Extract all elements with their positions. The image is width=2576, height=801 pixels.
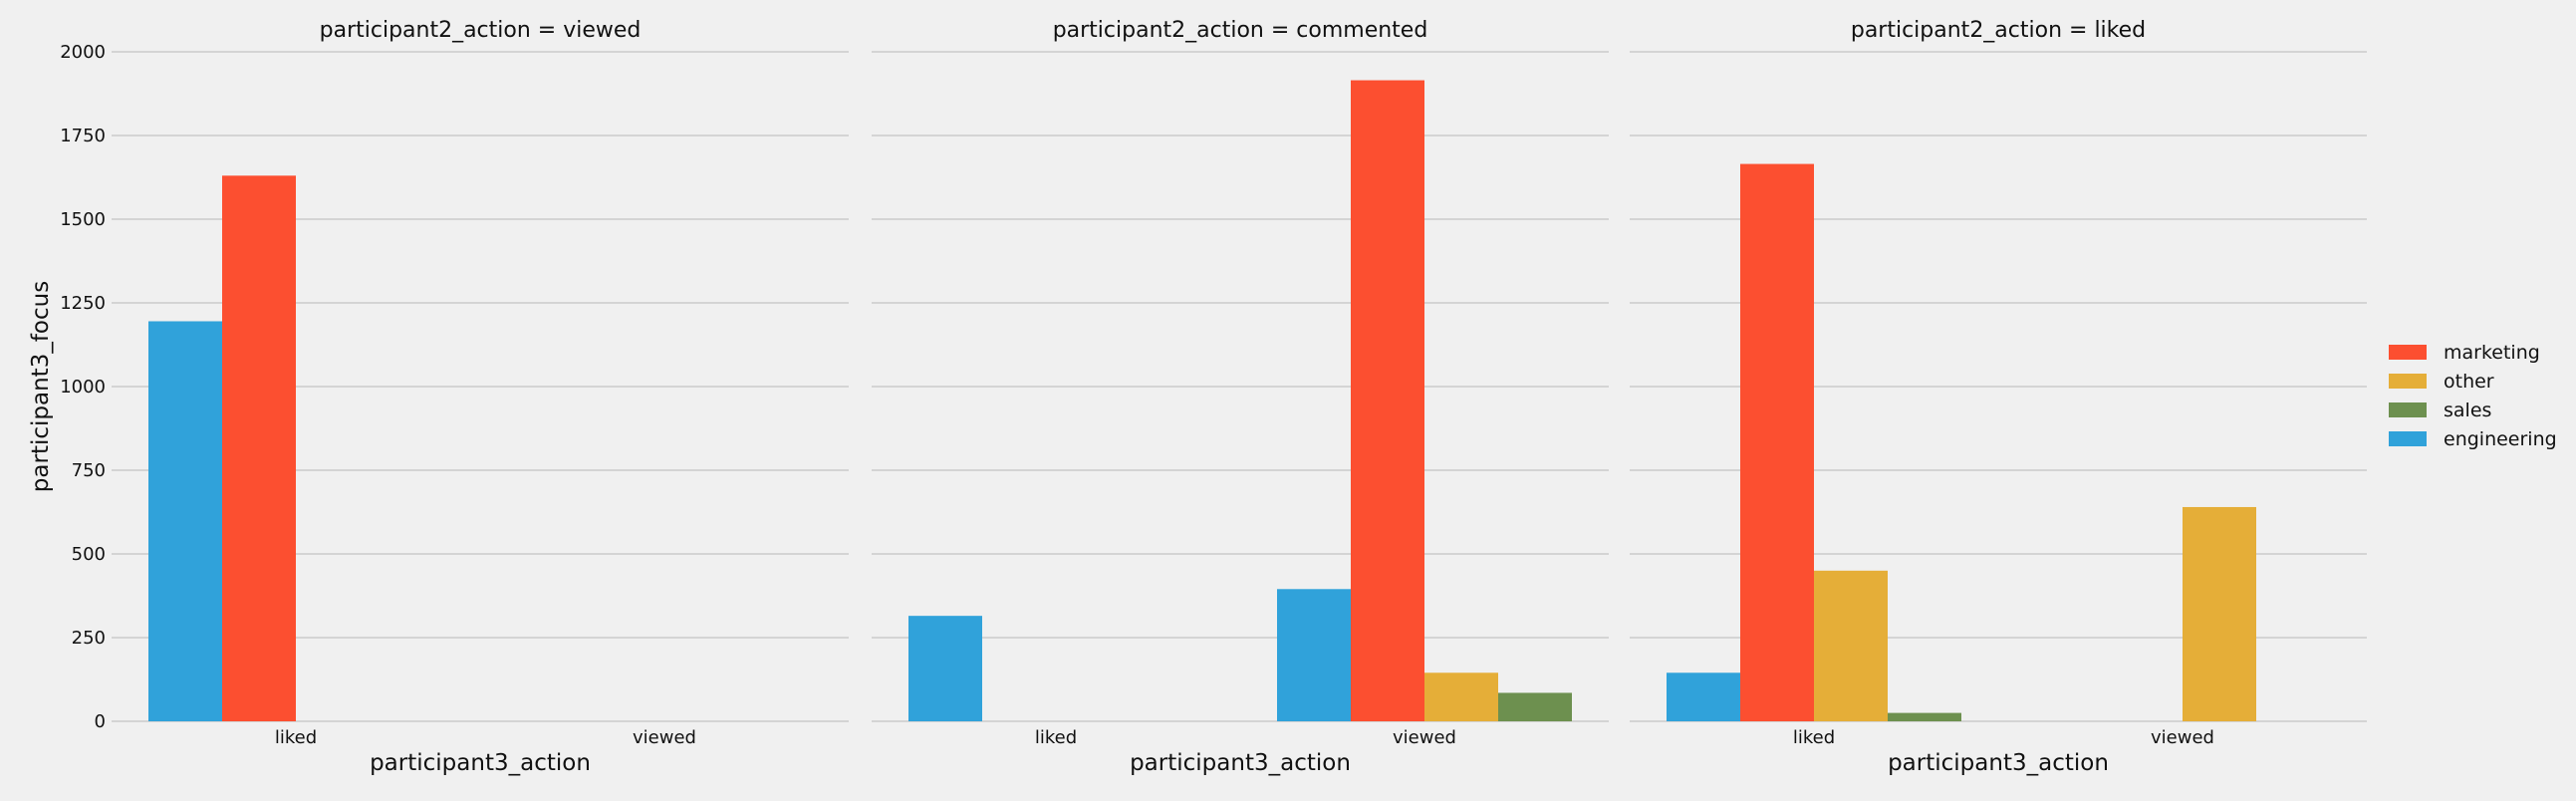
bar-other-viewed bbox=[1424, 672, 1498, 721]
legend-swatch-other bbox=[2389, 374, 2427, 389]
legend-label-sales: sales bbox=[2444, 400, 2491, 421]
x-tick-label: viewed bbox=[1393, 727, 1456, 748]
y-tick-label: 1750 bbox=[60, 126, 106, 146]
panel-title: participant2_action = viewed bbox=[320, 18, 642, 43]
bar-marketing-liked bbox=[1740, 163, 1814, 721]
legend-label-engineering: engineering bbox=[2444, 428, 2557, 450]
x-tick-label: viewed bbox=[633, 727, 696, 748]
bar-other-viewed bbox=[2183, 506, 2256, 721]
y-tick-label: 0 bbox=[95, 711, 106, 732]
y-tick-label: 1500 bbox=[60, 209, 106, 230]
legend-swatch-marketing bbox=[2389, 345, 2427, 360]
x-tick-label: liked bbox=[1035, 727, 1077, 748]
bar-engineering-viewed bbox=[1277, 589, 1351, 721]
legend-swatch-engineering bbox=[2389, 431, 2427, 446]
y-tick-label: 750 bbox=[72, 460, 106, 481]
y-tick-label: 500 bbox=[72, 544, 106, 565]
bar-sales-liked bbox=[1888, 712, 1961, 721]
bar-other-liked bbox=[1814, 570, 1888, 721]
x-axis-label: participant3_action bbox=[370, 750, 591, 776]
y-tick-label: 2000 bbox=[60, 42, 106, 63]
panel-title: participant2_action = commented bbox=[1053, 18, 1428, 43]
legend-label-marketing: marketing bbox=[2444, 342, 2540, 364]
legend-label-other: other bbox=[2444, 371, 2494, 393]
bar-engineering-liked bbox=[1667, 672, 1740, 721]
x-tick-label: liked bbox=[275, 727, 317, 748]
y-axis-label: participant3_focus bbox=[28, 281, 54, 492]
bar-marketing-viewed bbox=[1351, 80, 1424, 721]
x-axis-label: participant3_action bbox=[1888, 750, 2109, 776]
bar-engineering-liked bbox=[148, 321, 222, 721]
y-tick-label: 250 bbox=[72, 628, 106, 649]
y-tick-label: 1250 bbox=[60, 293, 106, 314]
x-tick-label: liked bbox=[1793, 727, 1835, 748]
bar-engineering-liked bbox=[908, 616, 982, 721]
y-tick-label: 1000 bbox=[60, 377, 106, 398]
panel-title: participant2_action = liked bbox=[1851, 18, 2146, 43]
bar-marketing-liked bbox=[222, 175, 296, 721]
x-axis-label: participant3_action bbox=[1130, 750, 1351, 776]
bar-sales-viewed bbox=[1498, 692, 1572, 721]
legend-swatch-sales bbox=[2389, 402, 2427, 417]
x-tick-label: viewed bbox=[2151, 727, 2214, 748]
